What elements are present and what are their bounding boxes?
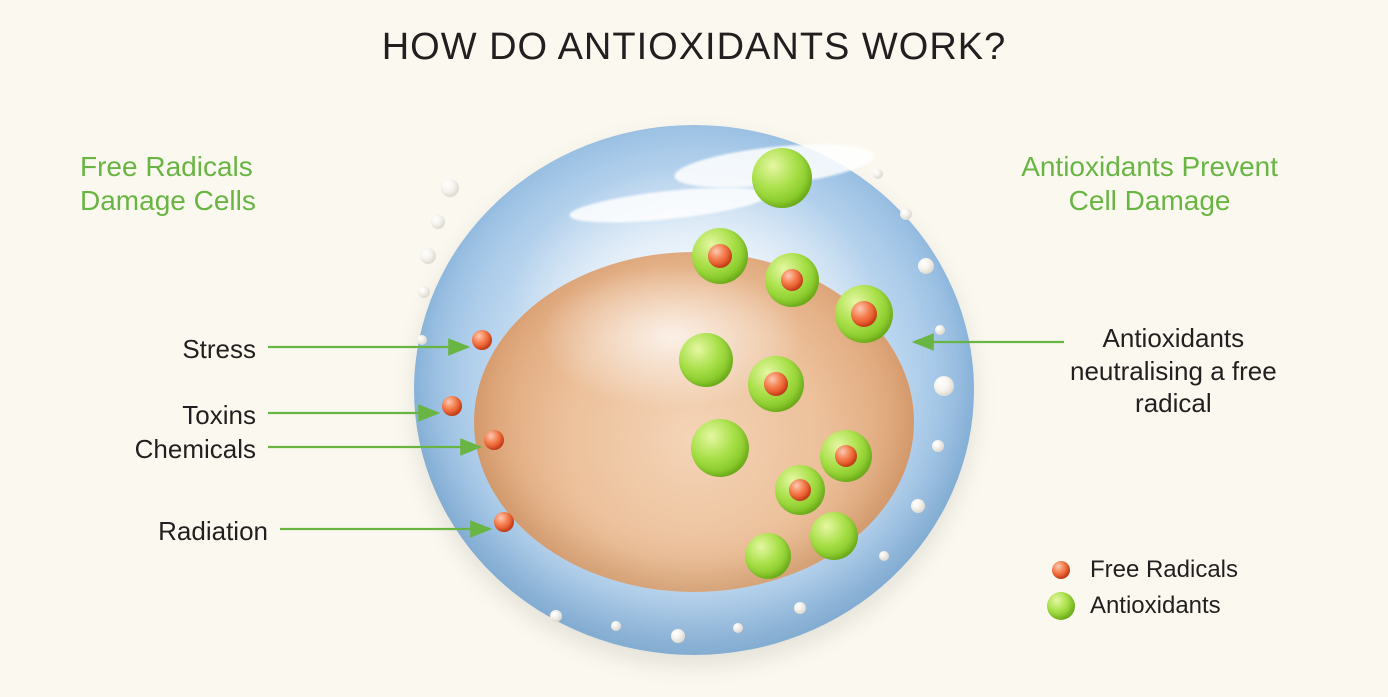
vesicle	[420, 248, 436, 264]
vesicle	[879, 551, 889, 561]
free-radical	[442, 396, 462, 416]
antioxidant-with-radical	[835, 285, 893, 343]
free-radical-neutralised	[789, 479, 811, 501]
vesicle	[733, 623, 743, 633]
free-radical-neutralised	[708, 244, 732, 268]
cause-label: Toxins	[0, 400, 256, 431]
antioxidant	[691, 419, 749, 477]
infographic-stage: HOW DO ANTIOXIDANTS WORK? Free Radicals …	[0, 0, 1388, 697]
antioxidant	[679, 333, 733, 387]
vesicle	[934, 376, 954, 396]
vesicle	[900, 208, 912, 220]
vesicle	[418, 286, 430, 298]
heading-left-line2: Damage Cells	[80, 185, 256, 216]
cell-membrane	[414, 125, 974, 655]
antioxidant-with-radical	[765, 253, 819, 307]
cause-label: Stress	[0, 334, 256, 365]
heading-left: Free Radicals Damage Cells	[80, 150, 256, 217]
free-radical-icon	[1052, 561, 1070, 579]
antioxidant-icon	[1047, 592, 1075, 620]
vesicle	[431, 215, 445, 229]
antioxidant	[752, 148, 812, 208]
free-radical-neutralised	[764, 372, 788, 396]
free-radical-neutralised	[851, 301, 877, 327]
vesicle	[417, 335, 427, 345]
heading-right-line1: Antioxidants Prevent	[1021, 151, 1278, 182]
page-title: HOW DO ANTIOXIDANTS WORK?	[0, 26, 1388, 69]
heading-right-line2: Cell Damage	[1069, 185, 1231, 216]
annotation-antioxidant-neutralising: Antioxidants neutralising a free radical	[1070, 322, 1277, 420]
vesicle	[441, 179, 459, 197]
free-radical	[484, 430, 504, 450]
cell-highlight	[568, 181, 770, 230]
free-radical-neutralised	[781, 269, 803, 291]
legend-row: Antioxidants	[1046, 591, 1238, 621]
vesicle	[935, 325, 945, 335]
vesicle	[918, 258, 934, 274]
antioxidant-with-radical	[775, 465, 825, 515]
cause-label: Radiation	[0, 516, 268, 547]
legend-label: Antioxidants	[1090, 592, 1221, 620]
vesicle	[550, 610, 562, 622]
antioxidant-with-radical	[692, 228, 748, 284]
antioxidant-with-radical	[820, 430, 872, 482]
vesicle	[671, 629, 685, 643]
free-radical	[494, 512, 514, 532]
annot-line1: Antioxidants	[1103, 323, 1245, 353]
free-radical-neutralised	[835, 445, 857, 467]
antioxidant-with-radical	[748, 356, 804, 412]
vesicle	[873, 169, 883, 179]
vesicle	[794, 602, 806, 614]
antioxidant	[745, 533, 791, 579]
annot-line3: radical	[1135, 388, 1212, 418]
antioxidant	[810, 512, 858, 560]
legend-label: Free Radicals	[1090, 556, 1238, 584]
legend: Free Radicals Antioxidants	[1046, 549, 1238, 627]
vesicle	[611, 621, 621, 631]
free-radical	[472, 330, 492, 350]
legend-row: Free Radicals	[1046, 555, 1238, 585]
heading-left-line1: Free Radicals	[80, 151, 253, 182]
cause-label: Chemicals	[0, 434, 256, 465]
heading-right: Antioxidants Prevent Cell Damage	[1021, 150, 1278, 217]
annot-line2: neutralising a free	[1070, 356, 1277, 386]
vesicle	[932, 440, 944, 452]
vesicle	[911, 499, 925, 513]
